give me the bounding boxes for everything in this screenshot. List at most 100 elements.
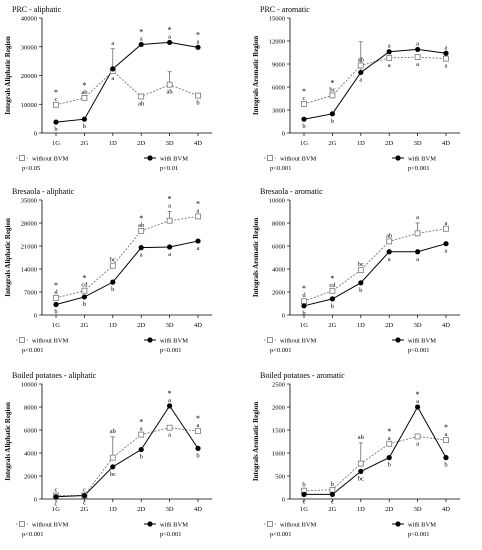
marker-with-bvm: [110, 279, 116, 285]
y-tick-label: 15000: [269, 16, 285, 23]
significance-letter: a: [168, 397, 171, 404]
marker-with-bvm: [329, 296, 335, 302]
x-tick-label: 2G: [328, 140, 336, 147]
pvalue-with-bvm: p<0.001: [408, 347, 430, 354]
legend-label-without-bvm: without BVM: [32, 338, 69, 345]
significance-letter: a: [168, 33, 171, 40]
y-tick-label: 6000: [272, 244, 285, 251]
significance-star: *: [139, 214, 143, 223]
y-tick-label: 10000: [21, 382, 37, 389]
legend-marker-with-bvm: [147, 337, 153, 343]
x-tick-label: 2G: [80, 322, 88, 329]
significance-letter: c: [303, 95, 306, 102]
series-line-without-bvm: [55, 70, 199, 106]
marker-with-bvm: [138, 245, 144, 251]
marker-without-bvm: [138, 93, 145, 100]
y-tick-label: 8000: [24, 405, 37, 412]
marker-with-bvm: [53, 119, 59, 125]
x-tick-label: 3D: [166, 322, 174, 329]
y-tick-label: 35000: [21, 198, 37, 205]
pvalue-with-bvm: p<0.001: [408, 531, 430, 538]
significance-letter: b: [302, 310, 305, 317]
x-tick-label: 2D: [385, 140, 393, 147]
y-axis-label: Integrals Aromatic Region: [252, 218, 260, 297]
significance-letter: a: [416, 440, 419, 447]
x-tick-label: 2G: [328, 506, 336, 513]
chart-title: PRC - aliphatic: [12, 5, 62, 14]
marker-without-bvm: [166, 81, 173, 88]
marker-with-bvm: [358, 468, 364, 474]
marker-without-bvm: [357, 267, 364, 274]
legend-label-without-bvm: without BVM: [280, 338, 317, 345]
significance-star: *: [416, 390, 420, 399]
marker-with-bvm: [53, 494, 59, 500]
significance-letter: b: [302, 482, 305, 489]
x-tick-label: 4D: [442, 506, 450, 513]
marker-without-bvm: [53, 101, 59, 108]
marker-with-bvm: [386, 249, 392, 255]
series-line-without-bvm: [303, 435, 447, 492]
chart-panel-0: PRC - aliphatic Integrals Aliphatic Regio…: [4, 5, 212, 172]
x-tick-label: 3D: [414, 506, 422, 513]
significance-letter: b: [331, 303, 334, 310]
marker-with-bvm: [81, 492, 87, 499]
y-tick-label: 10000: [21, 102, 37, 109]
significance-letter: b: [196, 452, 199, 459]
y-axis-label: Integrals Aliphatic Region: [4, 36, 12, 115]
series-line-without-bvm: [55, 215, 199, 299]
legend-marker-with-bvm: [395, 155, 401, 161]
legend-label-with-bvm: with BVM: [160, 338, 188, 345]
marker-with-bvm: [443, 50, 449, 56]
legend-label-with-bvm: with BVM: [408, 522, 436, 529]
marker-with-bvm: [167, 244, 173, 250]
marker-without-bvm: [329, 92, 336, 99]
significance-letter: ab: [81, 89, 87, 96]
legend-label-with-bvm: with BVM: [408, 156, 436, 163]
significance-letter: a: [168, 203, 171, 210]
marker-with-bvm: [358, 69, 364, 76]
marker-without-bvm: [357, 62, 364, 69]
significance-letter: c: [83, 487, 86, 494]
legend-label-without-bvm: without BVM: [32, 522, 69, 529]
x-tick-label: 3D: [166, 506, 174, 513]
marker-without-bvm: [195, 92, 201, 99]
legend-marker-with-bvm: [395, 521, 401, 527]
significance-letter: a: [388, 62, 391, 69]
y-tick-label: 2000: [272, 290, 285, 297]
marker-with-bvm: [301, 303, 307, 309]
significance-letter: b: [54, 308, 57, 315]
y-axis-label: Integrals Aliphatic Region: [4, 218, 12, 297]
marker-with-bvm: [138, 41, 144, 48]
significance-star: *: [54, 281, 58, 290]
x-tick-label: 2D: [385, 322, 393, 329]
significance-letter: a: [111, 75, 114, 82]
marker-without-bvm: [386, 54, 393, 61]
legend-marker-without-bvm: [19, 337, 25, 343]
marker-with-bvm: [386, 49, 392, 55]
significance-star: *: [139, 418, 143, 427]
y-tick-label: 12000: [269, 39, 285, 46]
x-tick-label: 1G: [52, 506, 60, 513]
legend-label-with-bvm: with BVM: [408, 338, 436, 345]
y-tick-label: 0: [34, 313, 37, 320]
y-tick-label: 9000: [272, 62, 285, 69]
legend-label-without-bvm: without BVM: [32, 156, 69, 163]
significance-star: *: [302, 87, 306, 96]
x-tick-label: 3D: [166, 140, 174, 147]
y-tick-label: 4000: [272, 267, 285, 274]
significance-star: *: [302, 284, 306, 293]
marker-with-bvm: [415, 404, 421, 410]
significance-letter: bc: [110, 257, 116, 264]
significance-letter: c: [55, 487, 58, 494]
significance-letter: b: [83, 123, 86, 130]
marker-with-bvm: [138, 446, 144, 453]
significance-letter: bc: [110, 471, 116, 478]
x-tick-label: 1D: [109, 140, 117, 147]
x-tick-label: 1D: [357, 322, 365, 329]
chart-panel-4: Boiled potatoes - aliphatic Integrals Ali…: [4, 371, 212, 538]
pvalue-without-bvm: p<0.001: [22, 347, 44, 354]
significance-letter: c: [55, 96, 58, 103]
marker-without-bvm: [414, 54, 421, 60]
marker-with-bvm: [358, 280, 364, 286]
chart-panel-5: Boiled potatoes - aromatic Integrals Arom…: [252, 371, 460, 538]
